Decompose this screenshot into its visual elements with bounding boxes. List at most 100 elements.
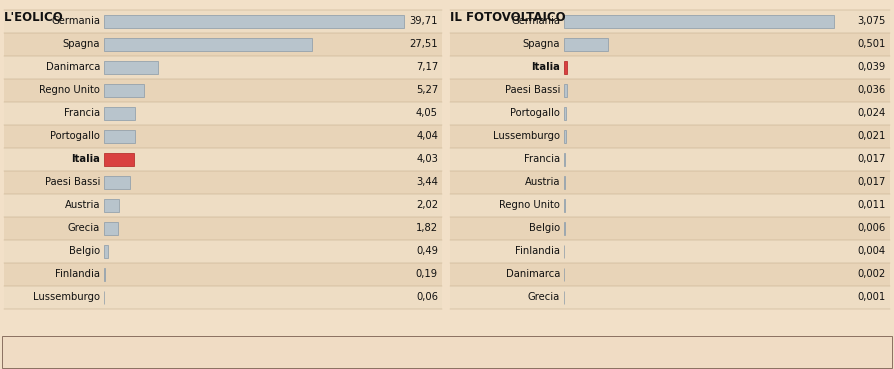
Text: Fonte: Enel; Nomisma Energia; ministero Sviluppo economico, Bilancio energetico : Fonte: Enel; Nomisma Energia; ministero … [6, 341, 697, 350]
Bar [564, 176, 566, 189]
Text: Spagna: Spagna [63, 39, 100, 49]
Text: Italia: Italia [72, 154, 100, 164]
Bar [104, 221, 118, 235]
Text: 3,44: 3,44 [416, 177, 438, 187]
Bar [450, 55, 890, 79]
Text: 0,017: 0,017 [857, 177, 886, 187]
Bar [104, 83, 144, 97]
Text: 0,039: 0,039 [857, 62, 886, 72]
Bar [450, 217, 890, 239]
Text: Francia: Francia [63, 108, 100, 118]
Bar [450, 286, 890, 308]
Text: Paesi Bassi: Paesi Bassi [504, 85, 560, 95]
Text: 0,024: 0,024 [857, 108, 886, 118]
Text: 0,19: 0,19 [416, 269, 438, 279]
Text: Danimarca: Danimarca [506, 269, 560, 279]
Text: 2,02: 2,02 [416, 200, 438, 210]
Text: 0,006: 0,006 [857, 223, 886, 233]
Text: Regno Unito: Regno Unito [499, 200, 560, 210]
Bar [4, 262, 442, 286]
Text: scorte. Per le importazioni di gas naturale la fonte è il ministero dello Svilup: scorte. Per le importazioni di gas natur… [6, 350, 644, 359]
Text: 0,06: 0,06 [416, 292, 438, 302]
Bar [450, 170, 890, 193]
Text: 39,71: 39,71 [409, 16, 438, 26]
Bar [104, 199, 119, 211]
Text: Francia: Francia [524, 154, 560, 164]
Bar [450, 193, 890, 217]
Text: Spagna: Spagna [522, 39, 560, 49]
Text: Regno Unito: Regno Unito [39, 85, 100, 95]
Bar [4, 55, 442, 79]
Text: 0,017: 0,017 [857, 154, 886, 164]
Text: 3,075: 3,075 [857, 16, 886, 26]
Text: Grecia: Grecia [68, 223, 100, 233]
Bar [450, 262, 890, 286]
Bar [564, 83, 567, 97]
Bar [104, 268, 105, 280]
Bar [104, 14, 404, 28]
Text: Danimarca: Danimarca [46, 62, 100, 72]
Text: IL FOTOVOLTAICO: IL FOTOVOLTAICO [450, 11, 566, 24]
Text: 0,011: 0,011 [857, 200, 886, 210]
Text: 0,004: 0,004 [858, 246, 886, 256]
Text: Austria: Austria [525, 177, 560, 187]
Bar [450, 101, 890, 124]
Text: 0,49: 0,49 [416, 246, 438, 256]
Bar [4, 170, 442, 193]
Text: Belgio: Belgio [69, 246, 100, 256]
Bar [4, 79, 442, 101]
Text: Portogallo: Portogallo [510, 108, 560, 118]
Bar [450, 148, 890, 170]
Text: Germania: Germania [51, 16, 100, 26]
Text: 7,17: 7,17 [416, 62, 438, 72]
Text: Paesi Bassi: Paesi Bassi [45, 177, 100, 187]
Bar [104, 152, 134, 166]
Bar [4, 286, 442, 308]
Bar [450, 10, 890, 32]
Text: 5,27: 5,27 [416, 85, 438, 95]
Text: 27,51: 27,51 [409, 39, 438, 49]
Text: 0,036: 0,036 [857, 85, 886, 95]
Bar [104, 130, 134, 142]
Text: 4,04: 4,04 [416, 131, 438, 141]
Text: Lussemburgo: Lussemburgo [33, 292, 100, 302]
Text: Finlandia: Finlandia [515, 246, 560, 256]
Text: 0,501: 0,501 [857, 39, 886, 49]
Text: Lussemburgo: Lussemburgo [493, 131, 560, 141]
Bar [564, 61, 568, 73]
Bar [564, 152, 566, 166]
Text: 0,021: 0,021 [857, 131, 886, 141]
Bar [4, 239, 442, 262]
Bar [104, 38, 312, 51]
Text: Portogallo: Portogallo [50, 131, 100, 141]
Bar [450, 32, 890, 55]
Bar [4, 101, 442, 124]
Text: 0,001: 0,001 [857, 292, 886, 302]
Bar [450, 124, 890, 148]
Text: Austria: Austria [64, 200, 100, 210]
Text: 4,03: 4,03 [416, 154, 438, 164]
Bar [104, 176, 130, 189]
Bar [104, 245, 107, 258]
Text: Belgio: Belgio [529, 223, 560, 233]
Bar [450, 239, 890, 262]
Bar [564, 38, 608, 51]
Bar [2, 336, 892, 368]
Text: Finlandia: Finlandia [55, 269, 100, 279]
Bar [4, 148, 442, 170]
Bar [104, 61, 158, 73]
Bar [4, 124, 442, 148]
Bar [564, 199, 565, 211]
Bar [450, 79, 890, 101]
Bar [564, 107, 566, 120]
Text: Germania: Germania [511, 16, 560, 26]
Text: 0,002: 0,002 [857, 269, 886, 279]
Text: L'EOLICO: L'EOLICO [4, 11, 63, 24]
Bar [4, 193, 442, 217]
Bar [4, 32, 442, 55]
Text: 4,05: 4,05 [416, 108, 438, 118]
Text: Grecia: Grecia [527, 292, 560, 302]
Bar [564, 14, 834, 28]
Bar [4, 217, 442, 239]
Bar [4, 10, 442, 32]
